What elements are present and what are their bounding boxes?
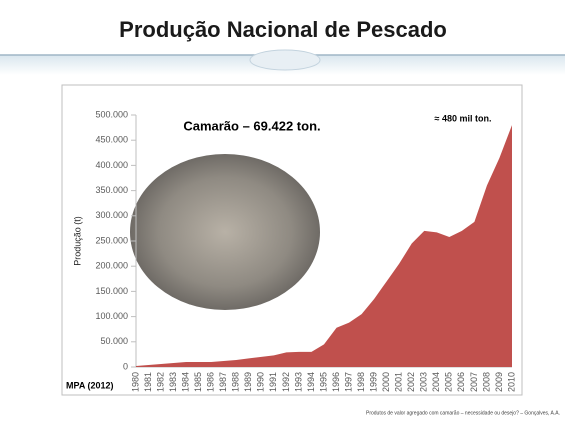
- x-tick-label: 2002: [406, 372, 416, 392]
- x-tick-label: 2009: [494, 372, 504, 392]
- footer: Produtos de valor agregado com camarão –…: [366, 410, 560, 416]
- y-tick-label: 100.000: [95, 311, 128, 321]
- annotation: ≈ 480 mil ton.: [435, 113, 492, 123]
- x-tick-label: 1984: [181, 372, 191, 392]
- x-tick-label: 1999: [369, 372, 379, 392]
- x-tick-label: 1985: [193, 372, 203, 392]
- y-axis-label: Produção (t): [72, 216, 82, 266]
- shrimp-photo: [130, 154, 320, 310]
- annotation: Camarão – 69.422 ton.: [183, 118, 320, 133]
- x-tick-label: 2003: [419, 372, 429, 392]
- x-tick-label: 2005: [444, 372, 454, 392]
- x-tick-label: 1995: [318, 372, 328, 392]
- y-tick-label: 0: [123, 361, 128, 371]
- y-tick-label: 200.000: [95, 261, 128, 271]
- y-tick-label: 300.000: [95, 210, 128, 220]
- x-tick-label: 1981: [143, 372, 153, 392]
- x-tick-label: 1988: [231, 372, 241, 392]
- x-tick-label: 1993: [293, 372, 303, 392]
- x-tick-label: 2006: [456, 372, 466, 392]
- x-tick-label: 1983: [168, 372, 178, 392]
- x-tick-label: 1980: [130, 372, 140, 392]
- x-tick-label: 1990: [256, 372, 266, 392]
- x-tick-label: 1991: [268, 372, 278, 392]
- x-tick-label: 1998: [356, 372, 366, 392]
- y-tick-label: 350.000: [95, 185, 128, 195]
- y-tick-label: 400.000: [95, 160, 128, 170]
- x-tick-label: 2008: [481, 372, 491, 392]
- x-tick-label: 2007: [469, 372, 479, 392]
- slide: Produção Nacional de Pescado 0 50.000 100.…: [0, 0, 565, 421]
- x-tick-label: 1987: [218, 372, 228, 392]
- x-tick-label: 1986: [206, 372, 216, 392]
- y-tick-label: 150.000: [95, 286, 128, 296]
- x-tick-label: 2010: [506, 372, 516, 392]
- splash: [250, 50, 320, 70]
- y-tick-label: 450.000: [95, 135, 128, 145]
- slide-title: Produção Nacional de Pescado: [119, 17, 447, 42]
- x-tick-label: 1994: [306, 372, 316, 392]
- y-tick-label: 500.000: [95, 109, 128, 119]
- y-tick-label: 50.000: [100, 336, 128, 346]
- x-tick-label: 1992: [281, 372, 291, 392]
- x-tick-label: 1997: [343, 372, 353, 392]
- source: MPA (2012): [66, 380, 114, 390]
- y-tick-label: 250.000: [95, 235, 128, 245]
- x-tick-label: 1996: [331, 372, 341, 392]
- x-tick-label: 2001: [394, 372, 404, 392]
- x-tick-label: 2004: [431, 372, 441, 392]
- x-tick-label: 1982: [155, 372, 165, 392]
- x-tick-label: 2000: [381, 372, 391, 392]
- x-tick-label: 1989: [243, 372, 253, 392]
